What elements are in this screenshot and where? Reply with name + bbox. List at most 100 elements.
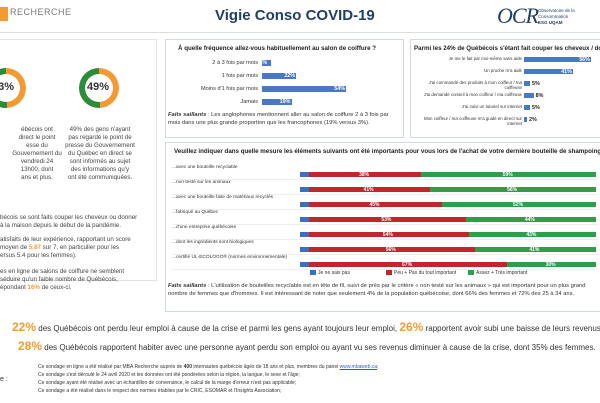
criteria-row-divider <box>172 179 598 180</box>
donut1-caption: ébécois ont direct le point esse du Gouv… <box>12 126 62 181</box>
left-paragraph-2: atisfaits de leur expérience, rapportant… <box>0 236 131 259</box>
legend-label-unknown: Je ne sais pas <box>318 270 350 276</box>
criteria-segment-unknown <box>300 202 309 207</box>
frequency-category-label: Moins d'1 fois par mois <box>200 86 258 92</box>
criteria-value-low: 56% <box>385 246 396 253</box>
criteria-segment-low <box>308 262 508 267</box>
criteria-row-label: ...certifié UL-ECOLOGO® (normes environn… <box>172 255 287 260</box>
criteria-value-high: 43% <box>526 231 537 238</box>
criteria-segment-high <box>442 202 596 207</box>
criteria-value-low: 38% <box>359 171 370 178</box>
frequency-bar <box>262 60 272 66</box>
criteria-value-low: 45% <box>369 201 380 208</box>
criteria-segment-high <box>430 187 596 192</box>
legend-label-high: Assez + Très important <box>476 270 528 276</box>
haircut-category-label: Mon coiffeur / ma coiffeuse m'a guidé en… <box>423 116 522 126</box>
criteria-row-label: ...non testé sur les animaux <box>172 180 231 185</box>
haircut-bar <box>524 93 534 98</box>
haircut-category-label: J'ai suivi un tutoriel sur internet <box>461 104 522 109</box>
haircut-bar <box>524 105 530 110</box>
criteria-row-label: ...dont les ingrédients sont biologiques <box>172 240 254 245</box>
criteria-row-divider <box>172 224 598 225</box>
criteria-segment-unknown <box>300 217 309 222</box>
criteria-row-divider <box>172 209 598 210</box>
haircut-chart-panel <box>410 39 600 138</box>
criteria-row-divider <box>172 269 598 270</box>
haircut-category-label: J'ai demandé conseil à mon coiffeur / ma… <box>423 92 522 97</box>
criteria-value-high: 52% <box>513 201 524 208</box>
frequency-bar <box>262 86 347 92</box>
criteria-row-divider <box>172 254 598 255</box>
criteria-value-high: 59% <box>502 171 513 178</box>
page-title: Vigie Conso COVID-19 <box>215 7 375 24</box>
criteria-segment-low <box>308 172 422 177</box>
criteria-row-label: ...fabriqué au Québec <box>172 210 219 215</box>
mbaweb-link[interactable]: www.mbaweb.ca <box>339 364 378 370</box>
brand-subtitle: Observatoire de la Consommation ESG UQAM <box>538 8 575 25</box>
frequency-bar-value: 6% <box>259 60 268 66</box>
stat-household-loss: 28% des Québécois rapportent habiter ave… <box>18 339 596 353</box>
haircut-bar-value: 8% <box>535 92 544 99</box>
criteria-row-label: ...d'une entreprise québécoise <box>172 225 237 230</box>
haircut-bar-value: 56% <box>579 56 590 63</box>
criteria-segment-high <box>421 172 596 177</box>
criteria-segment-low <box>308 217 466 222</box>
frequency-chart-title: À quelle fréquence allez-vous habituelle… <box>178 45 377 52</box>
criteria-value-low: 53% <box>381 216 392 223</box>
frequency-bar-value: 54% <box>334 86 346 92</box>
brand-logo: OCR <box>497 3 539 28</box>
header-bar <box>0 0 600 33</box>
haircut-category-label: Je me le fait par moi-même sans aide <box>448 56 522 61</box>
frequency-category-label: 1 fois par mois <box>221 73 258 79</box>
haircut-bar-value: 41% <box>561 68 572 75</box>
criteria-segment-low <box>308 247 475 252</box>
criteria-segment-high <box>474 247 596 252</box>
criteria-segment-high <box>465 217 596 222</box>
left-paragraph-1: bécois se sont faits couper les cheveux … <box>0 214 138 229</box>
criteria-value-low: 41% <box>363 186 374 193</box>
frequency-chart-note: Faits saillants : Les anglophones mentio… <box>168 112 389 126</box>
criteria-segment-low <box>308 232 469 237</box>
haircut-bar <box>524 81 530 86</box>
criteria-segment-low <box>308 187 431 192</box>
legend-label-low: Peu + Pas du tout important <box>394 270 457 276</box>
criteria-segment-unknown <box>300 247 309 252</box>
haircut-bar <box>524 69 574 74</box>
criteria-segment-high <box>468 232 596 237</box>
criteria-value-high: 30% <box>545 261 556 268</box>
footer-label: e : <box>0 376 8 383</box>
criteria-row-label: ...avec une bouteille faite de matériaux… <box>172 195 274 200</box>
criteria-value-low: 67% <box>402 261 413 268</box>
haircut-bar-value: 5% <box>532 80 540 87</box>
donut-value-informed: 49% <box>87 81 110 93</box>
frequency-bar <box>262 73 297 79</box>
haircut-chart-title: Parmi les 24% de Québécois s'étant fait … <box>414 45 600 52</box>
haircut-bar <box>524 117 527 122</box>
footer-methodology: Ce sondage en ligne a été réalisé par MB… <box>38 364 379 394</box>
criteria-segment-unknown <box>300 262 309 267</box>
criteria-row-divider <box>172 239 598 240</box>
stat-employment-loss: 22% des Québécois ont perdu leur emploi … <box>12 320 600 334</box>
legend-swatch-unknown <box>310 270 316 275</box>
frequency-bar-value: 22% <box>284 73 296 79</box>
criteria-chart-note: Faits saillants : L'utilisation de boute… <box>168 283 586 297</box>
criteria-chart-title: Veuillez indiquer dans quelle mesure les… <box>174 148 600 155</box>
donut-value-watched: 33% <box>0 81 15 93</box>
donut2-caption: 49% des gens n'ayant pas regardé le poin… <box>65 126 135 181</box>
frequency-category-label: 2 à 3 fois par mois <box>212 60 258 66</box>
haircut-bar <box>524 57 592 62</box>
criteria-value-high: 56% <box>507 186 518 193</box>
haircut-category-label: J'ai commandé des produits à mon coiffeu… <box>428 80 522 90</box>
haircut-category-label: Un proche m'a aidé <box>484 68 522 73</box>
criteria-segment-low <box>308 202 443 207</box>
logo-text: RECHERCHE <box>10 7 72 17</box>
haircut-bar-value: 5% <box>532 104 540 111</box>
criteria-segment-unknown <box>300 187 309 192</box>
criteria-value-high: 41% <box>529 246 540 253</box>
legend-swatch-high <box>468 270 474 275</box>
criteria-segment-unknown <box>300 172 309 177</box>
frequency-bar <box>262 99 292 105</box>
frequency-bar-value: 19% <box>279 99 291 105</box>
left-paragraph-3: es en ligne de salons de coiffure ne sem… <box>0 268 125 291</box>
criteria-value-low: 54% <box>382 231 393 238</box>
